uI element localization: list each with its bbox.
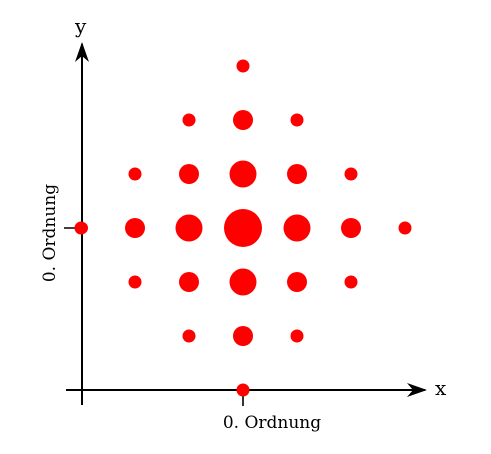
y-axis-label: y [74,14,87,38]
diffraction-spot [290,113,304,127]
diffraction-spot [229,268,257,296]
diffraction-spot [229,160,257,188]
diffraction-spot [287,272,307,292]
diffraction-spot [182,329,196,343]
diffraction-spot [175,214,203,242]
y-axis-projection-spot [76,222,88,234]
diffraction-spot [233,110,253,130]
diffraction-spot [182,113,196,127]
diffraction-spot [128,167,142,181]
diffraction-spot [290,329,304,343]
diffraction-spot [283,214,311,242]
spot-group [74,59,412,397]
diffraction-spot [128,275,142,289]
diffraction-spot [233,326,253,346]
diffraction-spot [344,275,358,289]
diffraction-spot [125,218,145,238]
diffraction-spot [224,209,262,247]
x-order-label: 0. Ordnung [223,413,321,433]
diffraction-spot [236,59,250,73]
x-axis-projection-spot [237,384,249,396]
diffraction-spot [179,164,199,184]
diffraction-spot [179,272,199,292]
diffraction-spot [344,167,358,181]
diffraction-spot [398,221,412,235]
x-axis-label: x [435,376,447,400]
diffraction-spot [341,218,361,238]
y-order-label: 0. Ordnung [40,184,60,282]
diffraction-spot [287,164,307,184]
